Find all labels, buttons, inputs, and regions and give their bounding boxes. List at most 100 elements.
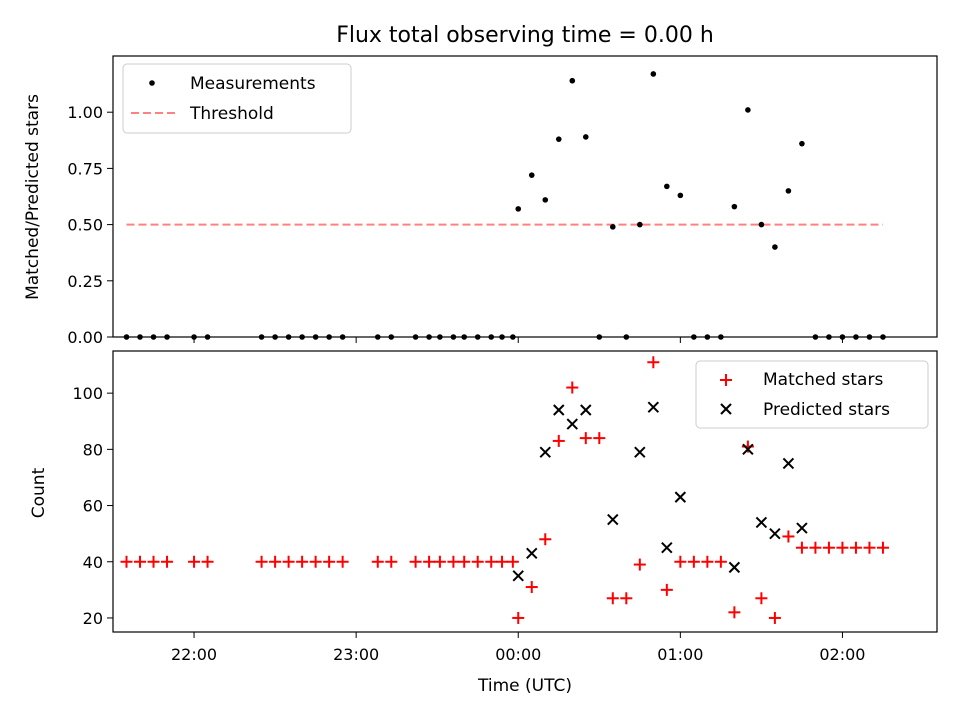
top-y-tick-label: 0.50 [67, 216, 103, 235]
predicted-star-point [526, 547, 538, 560]
matched-star-point [620, 592, 633, 605]
measurement-point [799, 140, 805, 147]
matched-star-point [714, 555, 727, 568]
matched-star-point [120, 555, 133, 568]
top-axes-frame [112, 55, 938, 338]
top-legend-box [122, 63, 352, 134]
matched-star-point [371, 555, 384, 568]
matched-star-point [296, 555, 309, 568]
legend-threshold-label: Threshold [189, 104, 274, 124]
bottom-y-ticks: 20 40 60 80 100 [72, 384, 113, 628]
legend-predicted-label: Predicted stars [763, 400, 890, 420]
legend-matched-marker [720, 374, 732, 386]
measurement-point [515, 206, 522, 212]
measurement-point [677, 192, 684, 199]
matched-star-point [496, 555, 509, 568]
bottom-y-tick-label: 60 [83, 497, 103, 516]
legend-measurements-label: Measurements [190, 74, 316, 94]
matched-star-point [660, 583, 673, 596]
bottom-legend-box [695, 360, 929, 429]
matched-star-point [269, 555, 282, 568]
matched-star-point [795, 541, 808, 554]
bottom-xlabel: Time (UTC) [477, 676, 572, 696]
bottom-marks [120, 356, 889, 624]
matched-star-point [633, 558, 646, 571]
matched-star-point [161, 555, 174, 568]
measurement-point [758, 221, 765, 228]
measurement-point [731, 203, 738, 210]
matched-star-point [525, 581, 538, 594]
predicted-star-point [674, 491, 687, 503]
bottom-y-tick-label: 80 [83, 440, 103, 459]
matched-star-point [447, 555, 460, 568]
predicted-star-point [539, 446, 551, 458]
bottom-y-tick-label: 40 [83, 553, 103, 572]
matched-star-point [433, 555, 446, 568]
top-title: Flux total observing time = 0.00 h [336, 23, 714, 48]
legend-matched-label: Matched stars [763, 370, 883, 390]
matched-star-point [471, 555, 484, 568]
legend-predicted-marker [720, 403, 732, 415]
predicted-star-point [580, 404, 592, 416]
matched-star-point [282, 555, 295, 568]
matched-star-point [593, 432, 606, 445]
matched-star-point [768, 611, 781, 624]
matched-star-point [701, 555, 714, 568]
matched-star-point [809, 541, 822, 554]
bottom-x-tick-label: 02:00 [819, 645, 865, 664]
matched-star-point [687, 555, 700, 568]
bottom-axes-frame [112, 350, 938, 633]
measurement-point [650, 71, 657, 77]
matched-star-point [836, 541, 849, 554]
bottom-ylabel: Count [29, 467, 49, 518]
measurement-point [528, 172, 535, 178]
top-y-tick-label: 0.25 [67, 272, 103, 291]
top-legend: Measurements Threshold [122, 63, 352, 134]
matched-star-point [579, 432, 592, 445]
bottom-x-tick-label: 00:00 [495, 645, 541, 664]
bottom-x-ticks: 22:00 23:00 00:00 01:00 02:00 [171, 632, 865, 664]
measurement-point [610, 224, 616, 230]
bottom-y-tick-label: 100 [72, 384, 103, 403]
matched-star-point [423, 555, 436, 568]
predicted-star-point [755, 516, 768, 529]
matched-star-point [822, 541, 835, 554]
matched-star-point [512, 611, 525, 624]
matched-star-point [647, 356, 660, 369]
matched-star-point [336, 555, 349, 568]
matched-star-point [566, 381, 579, 394]
matched-star-point [409, 555, 422, 568]
matched-star-point [385, 555, 398, 568]
matched-star-point [506, 555, 519, 568]
matched-star-point [674, 555, 687, 568]
bottom-x-tick-label: 01:00 [657, 645, 703, 664]
matched-star-point [728, 606, 741, 619]
matched-star-point [309, 555, 322, 568]
measurement-point [664, 183, 670, 190]
matched-star-point [539, 533, 552, 546]
bottom-x-tick-label: 22:00 [171, 645, 217, 664]
top-y-ticks: 0.00 0.25 0.50 0.75 1.00 [67, 103, 113, 347]
top-panel: 0.00 0.25 0.50 0.75 1.00 Measurements Thresh… [67, 55, 938, 347]
predicted-star-point [512, 570, 524, 582]
predicted-star-point [769, 527, 781, 540]
predicted-star-point [566, 418, 578, 430]
measurement-point [555, 136, 562, 142]
measurement-point [582, 134, 589, 140]
measurement-point [542, 197, 549, 203]
matched-star-point [201, 555, 214, 568]
top-y-tick-label: 0.00 [67, 328, 103, 347]
top-y-tick-label: 1.00 [67, 103, 103, 122]
matched-star-point [606, 592, 619, 605]
predicted-star-point [728, 561, 741, 574]
matched-star-point [255, 555, 268, 568]
legend-measurements-marker [149, 80, 155, 86]
predicted-star-point [742, 443, 754, 456]
matched-star-point [849, 541, 862, 554]
top-y-tick-label: 0.75 [67, 159, 103, 178]
bottom-x-tick-label: 23:00 [333, 645, 379, 664]
predicted-star-point [553, 404, 565, 416]
predicted-star-point [796, 522, 808, 534]
predicted-star-point [661, 541, 673, 554]
